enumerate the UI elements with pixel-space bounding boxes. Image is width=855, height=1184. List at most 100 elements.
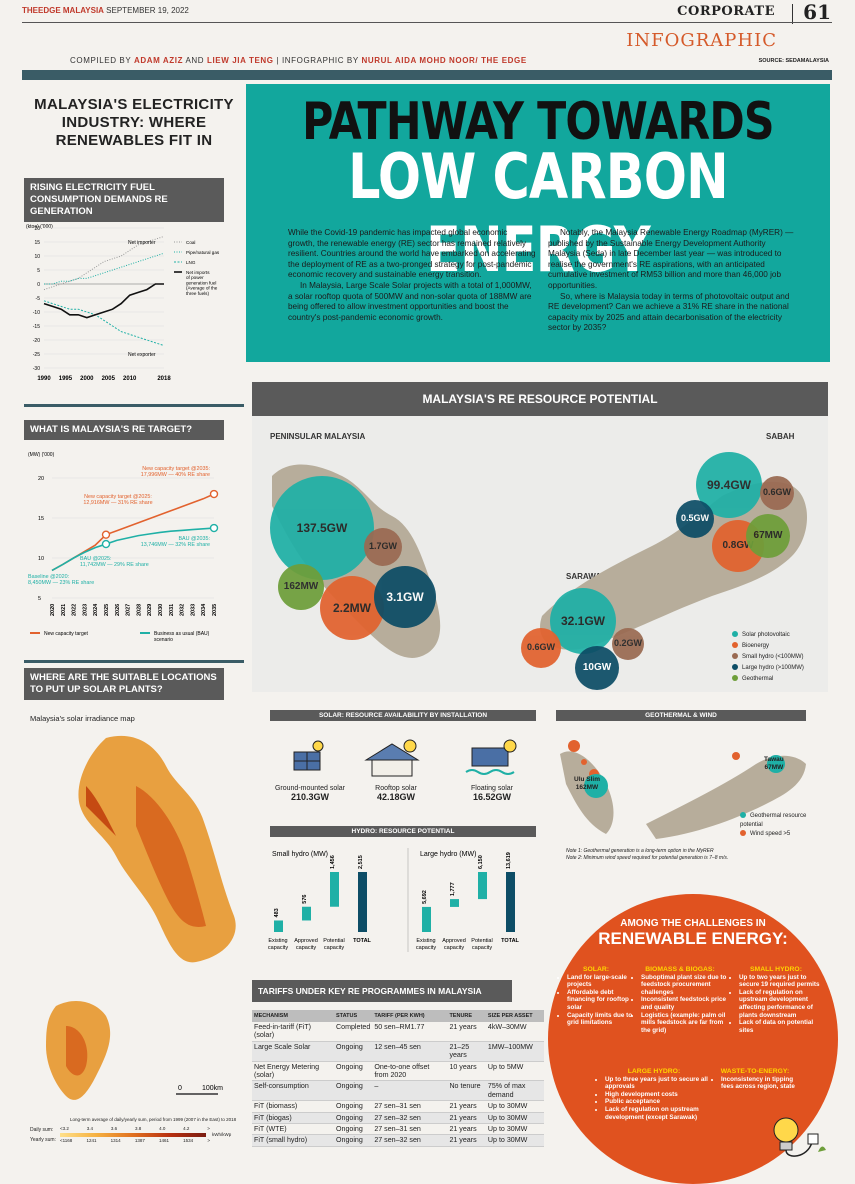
legend-value: 1314 bbox=[110, 1138, 121, 1143]
irradiance-unit: kWh/kWp bbox=[212, 1132, 232, 1137]
challenge-item: Public acceptance bbox=[605, 1098, 712, 1106]
scale-zero: 0 bbox=[178, 1085, 182, 1092]
x-tick: 2033 bbox=[190, 604, 196, 616]
table-cell: FiT (WTE) bbox=[252, 1123, 334, 1136]
table-cell: Feed-in-tariff (FiT) (solar) bbox=[252, 1022, 334, 1042]
table-cell: Ongoing bbox=[334, 1112, 373, 1125]
hydro-category: TOTAL bbox=[501, 938, 519, 944]
x-tick: 2024 bbox=[93, 603, 99, 616]
hydro-bar bbox=[422, 906, 431, 932]
divider bbox=[792, 4, 793, 24]
re-circle: 0.5GW bbox=[676, 500, 714, 538]
hydro-value: 483 bbox=[274, 908, 280, 917]
y-tick: 15 bbox=[38, 516, 44, 522]
table-cell: 10 years bbox=[447, 1061, 486, 1082]
legend-value: 1534 bbox=[183, 1138, 194, 1143]
hydro-charts: Small hydro (MW) Large hydro (MW) 483 Exi… bbox=[268, 848, 520, 952]
table-cell: FiT (small hydro) bbox=[252, 1134, 334, 1147]
masthead: THEEDGE MALAYSIA SEPTEMBER 19, 2022 bbox=[22, 6, 189, 15]
hydro-value: 2,515 bbox=[358, 855, 364, 869]
y-tick: 0 bbox=[37, 282, 40, 288]
y-tick: 5 bbox=[38, 596, 41, 602]
geo-map bbox=[560, 740, 806, 839]
source-note: SOURCE: SEDAMALAYSIA bbox=[758, 58, 829, 64]
left-title: MALAYSIA'S ELECTRICITY INDUSTRY: WHERE R… bbox=[34, 96, 234, 149]
legend-label: Pipe/natural gas bbox=[186, 250, 220, 255]
legend-value: 1241 bbox=[86, 1138, 97, 1143]
y-tick: -30 bbox=[33, 366, 40, 372]
table-cell: 27 sen–32 sen bbox=[372, 1112, 448, 1125]
series-point bbox=[101, 539, 111, 549]
legend-value: 3.8 bbox=[134, 1126, 142, 1131]
table-cell: 27 sen–31 sen bbox=[372, 1123, 448, 1136]
title-line1: PATHWAY TOWARDS bbox=[302, 92, 774, 152]
header-bar bbox=[22, 70, 832, 80]
challenge-item: Up to three years just to secure all app… bbox=[605, 1076, 712, 1091]
series-line bbox=[43, 300, 165, 347]
re-circle: 162MW bbox=[278, 564, 324, 610]
y-tick: 5 bbox=[37, 268, 40, 274]
legend-item: Solar photovoltaic bbox=[732, 630, 804, 641]
table-cell: Self-consumption bbox=[252, 1080, 334, 1102]
table-cell: FiT (biogas) bbox=[252, 1112, 334, 1125]
x-tick: 2010 bbox=[123, 376, 137, 382]
peninsular-label: PENINSULAR MALAYSIA bbox=[270, 432, 366, 441]
ulu-slim-label: Ulu Slim 162MW bbox=[574, 776, 601, 791]
hydro-category: Potential capacity bbox=[323, 938, 344, 951]
table-row: Feed-in-tariff (FiT) (solar) Completed 50 … bbox=[252, 1022, 544, 1042]
floating-solar-icon bbox=[464, 738, 520, 778]
legend-value: 1461 bbox=[158, 1138, 169, 1143]
table-cell: 21 years bbox=[447, 1134, 486, 1147]
re-circle: 2.2MW bbox=[320, 576, 384, 640]
series-point bbox=[101, 530, 111, 539]
sarawak-label: SARAWAK bbox=[566, 572, 607, 581]
series-point bbox=[209, 523, 219, 533]
re-circle: 0.2GW bbox=[612, 628, 644, 660]
re-circle: 0.6GW bbox=[521, 628, 561, 668]
challenge-waste: WASTE-TO-ENERGY:Inconsistency in tipping… bbox=[712, 1068, 798, 1091]
y-tick: -15 bbox=[33, 324, 40, 330]
series-line bbox=[43, 283, 164, 319]
table-cell: Ongoing bbox=[334, 1061, 373, 1082]
scale-label: 100km bbox=[202, 1085, 223, 1092]
challenge-item: Inconsistent feedstock price and quality bbox=[641, 996, 728, 1011]
table-header: TENURE bbox=[447, 1010, 486, 1022]
table-cell: 12 sen–45 sen bbox=[372, 1041, 448, 1062]
table-cell: 75% of max demand bbox=[485, 1080, 544, 1102]
geo-subtitle: GEOTHERMAL & WIND bbox=[556, 710, 806, 721]
table-cell: FiT (biomass) bbox=[252, 1100, 334, 1113]
x-tick: 2005 bbox=[102, 376, 116, 382]
legend-label: Coal bbox=[186, 240, 195, 245]
annotation: Net importer bbox=[128, 240, 156, 246]
title-line2: LOW CARBON ENERGY bbox=[348, 140, 729, 286]
daily-label: Daily sum: bbox=[30, 1127, 54, 1133]
section-fuel-consumption: RISING ELECTRICITY FUEL CONSUMPTION DEMA… bbox=[24, 178, 224, 222]
table-cell: One-to-one offset from 2020 bbox=[372, 1061, 448, 1082]
table-cell: 27 sen–31 sen bbox=[372, 1100, 448, 1113]
x-tick: 2027 bbox=[126, 604, 132, 616]
annotation: BAU @2035: 13,746MW — 32% RE share bbox=[141, 536, 210, 548]
legend-value: 4.2 bbox=[183, 1126, 190, 1131]
irradiance-note: Long-term average of daily/yearly sum, p… bbox=[70, 1117, 237, 1122]
legend-item: Bioenergy bbox=[732, 641, 804, 652]
table-row: Self-consumption Ongoing – No tenure 75% of … bbox=[252, 1080, 544, 1102]
legend-label: LNG bbox=[186, 260, 196, 265]
re-circle: 32.1GW bbox=[550, 588, 616, 654]
x-tick: 2000 bbox=[80, 376, 94, 382]
legend-value: 1387 bbox=[134, 1138, 145, 1143]
hydro-bar bbox=[358, 872, 367, 932]
legend-swatch bbox=[140, 632, 150, 634]
re-circle: 67MW bbox=[746, 514, 790, 558]
challenge-small-hydro: SMALL HYDRO:Up to two years just to secu… bbox=[730, 966, 822, 1034]
table-cell: Net Energy Metering (solar) bbox=[252, 1061, 334, 1082]
lightbulb-plug-icon bbox=[773, 1117, 826, 1157]
x-tick: 2025 bbox=[104, 604, 110, 616]
hydro-category: Potential capacity bbox=[471, 938, 492, 951]
geo-notes: Note 1: Geothermal generation is a long-… bbox=[566, 848, 729, 861]
table-cell: Completed bbox=[334, 1022, 373, 1042]
table-cell: 4kW–30MW bbox=[485, 1022, 544, 1042]
table-header: STATUS bbox=[334, 1010, 373, 1022]
challenge-item: Logistics (example: palm oil mills feeds… bbox=[641, 1012, 728, 1035]
irradiance-legend: Daily sum: Yearly sum: <3.2 3.4 3.6 3.8 4.0 4… bbox=[30, 1125, 246, 1165]
legend-value: <3.2 bbox=[60, 1126, 69, 1131]
